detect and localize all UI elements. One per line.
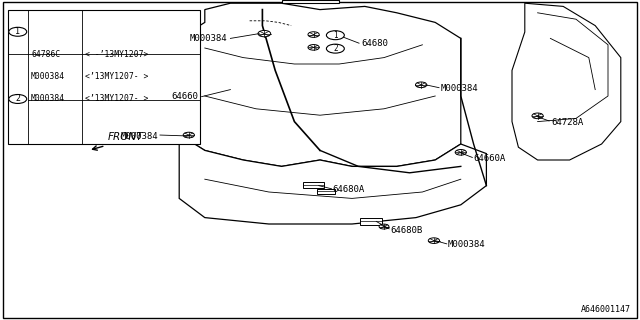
- Text: 64660A: 64660A: [474, 154, 506, 163]
- FancyBboxPatch shape: [360, 218, 382, 225]
- FancyBboxPatch shape: [317, 189, 335, 194]
- Circle shape: [308, 32, 319, 37]
- Text: 2: 2: [333, 44, 338, 53]
- Text: 64680B: 64680B: [390, 226, 422, 235]
- Text: 2: 2: [15, 94, 20, 103]
- Circle shape: [308, 44, 319, 50]
- Circle shape: [455, 149, 467, 155]
- Circle shape: [9, 94, 27, 103]
- Text: M000384: M000384: [189, 34, 227, 43]
- Circle shape: [379, 224, 389, 229]
- FancyBboxPatch shape: [303, 182, 324, 188]
- Polygon shape: [179, 134, 486, 224]
- Polygon shape: [282, 0, 339, 3]
- Text: 64728A: 64728A: [552, 118, 584, 127]
- Text: M000384: M000384: [121, 132, 159, 140]
- Polygon shape: [179, 3, 461, 166]
- Text: M000384: M000384: [448, 240, 486, 249]
- Circle shape: [532, 113, 543, 119]
- FancyBboxPatch shape: [8, 10, 200, 144]
- Circle shape: [326, 31, 344, 40]
- Text: 64660: 64660: [172, 92, 198, 101]
- Circle shape: [326, 44, 344, 53]
- Text: 1: 1: [333, 31, 338, 40]
- Text: A646001147: A646001147: [580, 305, 630, 314]
- Text: M000384: M000384: [31, 94, 65, 103]
- Text: M000384: M000384: [440, 84, 478, 93]
- Circle shape: [258, 30, 271, 37]
- Text: FRONT: FRONT: [108, 132, 143, 142]
- Text: <’13MY1207- >: <’13MY1207- >: [85, 94, 148, 103]
- Text: <’13MY1207- >: <’13MY1207- >: [85, 72, 148, 81]
- Text: 1: 1: [15, 27, 20, 36]
- Text: 64680A: 64680A: [333, 185, 365, 194]
- Circle shape: [428, 238, 440, 244]
- Circle shape: [415, 82, 427, 88]
- Text: 64786C: 64786C: [31, 50, 60, 59]
- Circle shape: [183, 132, 195, 138]
- Text: < -’13MY1207>: < -’13MY1207>: [85, 50, 148, 59]
- Polygon shape: [512, 3, 621, 160]
- Circle shape: [9, 27, 27, 36]
- Text: M000384: M000384: [31, 72, 65, 81]
- Text: 64680: 64680: [362, 39, 388, 48]
- FancyBboxPatch shape: [3, 2, 637, 318]
